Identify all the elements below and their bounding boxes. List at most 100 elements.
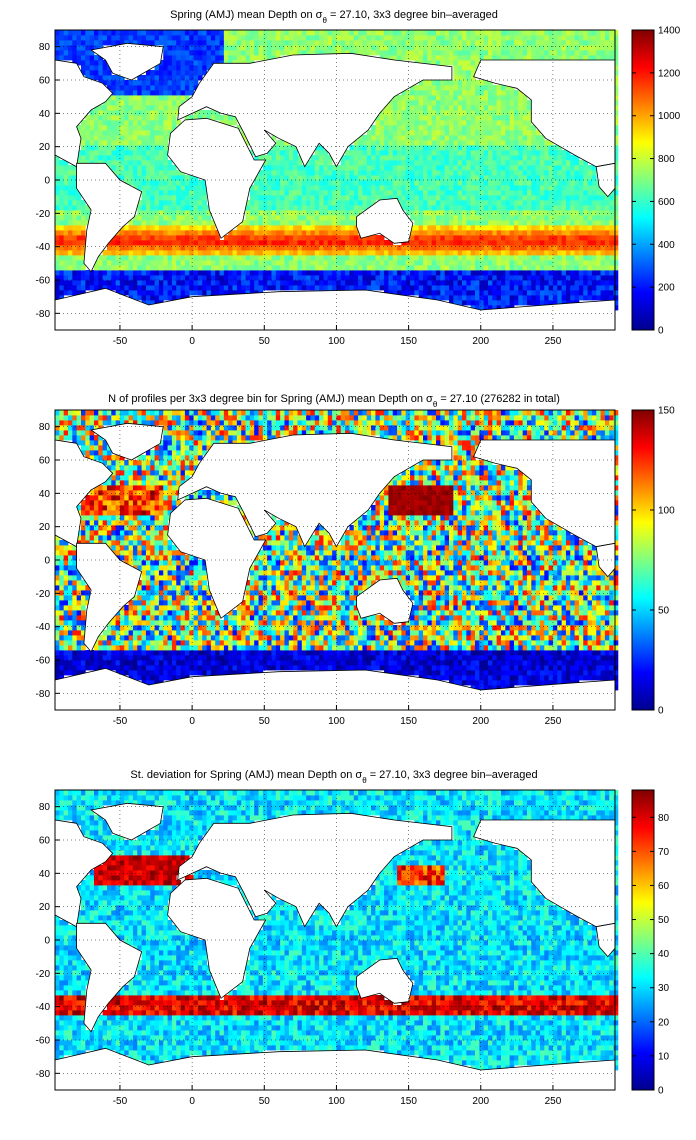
data-cell xyxy=(423,255,428,261)
data-cell xyxy=(410,135,415,141)
data-cell xyxy=(349,150,355,156)
data-cell xyxy=(98,120,104,126)
data-cell xyxy=(401,90,407,96)
data-cell xyxy=(440,290,446,296)
data-cell xyxy=(301,260,307,266)
data-cell xyxy=(85,270,91,276)
data-cell xyxy=(353,280,359,286)
data-cell xyxy=(487,120,493,126)
data-cell xyxy=(470,95,476,101)
data-cell xyxy=(583,260,588,266)
data-cell xyxy=(449,290,454,296)
data-cell xyxy=(158,65,164,71)
data-cell xyxy=(431,240,437,246)
data-cell xyxy=(293,255,298,261)
data-cell xyxy=(275,35,281,41)
data-cell xyxy=(518,120,524,126)
data-cell xyxy=(548,300,554,306)
data-cell xyxy=(171,225,177,231)
data-cell xyxy=(167,35,173,41)
data-cell xyxy=(526,185,532,191)
data-cell xyxy=(206,220,212,226)
data-cell xyxy=(440,60,446,66)
data-cell xyxy=(453,285,459,291)
data-cell xyxy=(587,230,593,236)
data-cell xyxy=(423,35,428,41)
data-cell xyxy=(414,180,420,186)
data-cell xyxy=(80,220,86,226)
data-cell xyxy=(466,115,472,121)
data-cell xyxy=(479,295,485,301)
data-cell xyxy=(232,55,238,61)
data-cell xyxy=(587,175,593,181)
data-cell xyxy=(427,130,433,136)
data-cell xyxy=(470,260,476,266)
data-cell xyxy=(184,60,190,66)
data-cell xyxy=(418,80,424,86)
data-cell xyxy=(587,55,593,61)
data-cell xyxy=(397,280,402,286)
data-cell xyxy=(111,250,117,256)
data-cell xyxy=(262,235,268,241)
data-cell xyxy=(72,260,78,266)
data-cell xyxy=(249,275,255,281)
data-cell xyxy=(288,195,294,201)
data-cell xyxy=(327,270,333,276)
data-cell xyxy=(565,250,571,256)
data-cell xyxy=(509,40,515,46)
data-cell xyxy=(492,265,498,271)
data-cell xyxy=(440,30,446,36)
data-cell xyxy=(371,195,376,201)
data-cell xyxy=(132,270,138,276)
data-cell xyxy=(59,50,65,56)
data-cell xyxy=(132,175,138,181)
data-cell xyxy=(397,45,402,51)
data-cell xyxy=(414,195,420,201)
data-cell xyxy=(557,175,562,181)
data-cell xyxy=(228,245,233,251)
data-cell xyxy=(492,125,498,131)
data-cell xyxy=(228,285,233,291)
data-cell xyxy=(440,210,446,216)
data-cell xyxy=(483,295,489,301)
data-cell xyxy=(306,160,311,166)
data-cell xyxy=(80,30,86,36)
data-cell xyxy=(137,130,142,136)
data-cell xyxy=(470,180,476,186)
data-cell xyxy=(284,220,290,226)
data-cell xyxy=(384,160,389,166)
data-cell xyxy=(552,180,558,186)
data-cell xyxy=(206,255,212,261)
data-cell xyxy=(526,35,532,41)
data-cell xyxy=(72,200,78,206)
data-cell xyxy=(518,220,524,226)
data-cell xyxy=(210,285,216,291)
data-cell xyxy=(171,50,177,56)
data-cell xyxy=(565,175,571,181)
data-cell xyxy=(513,265,519,271)
data-cell xyxy=(492,225,498,231)
data-cell xyxy=(401,50,407,56)
data-cell xyxy=(609,55,614,61)
data-cell xyxy=(327,240,333,246)
data-cell xyxy=(275,265,281,271)
data-cell xyxy=(271,220,277,226)
data-cell xyxy=(487,290,493,296)
data-cell xyxy=(59,285,65,291)
data-cell xyxy=(258,175,264,181)
data-cell xyxy=(500,190,506,196)
data-cell xyxy=(362,195,368,201)
data-cell xyxy=(254,245,259,251)
data-cell xyxy=(55,165,60,171)
data-cell xyxy=(119,30,125,36)
data-cell xyxy=(513,210,519,216)
data-cell xyxy=(167,80,173,86)
data-cell xyxy=(444,230,450,236)
data-cell xyxy=(145,275,151,281)
data-cell xyxy=(63,215,69,221)
data-cell xyxy=(427,285,433,291)
data-cell xyxy=(604,270,610,276)
data-cell xyxy=(401,155,407,161)
data-cell xyxy=(492,90,498,96)
data-cell xyxy=(600,210,606,216)
